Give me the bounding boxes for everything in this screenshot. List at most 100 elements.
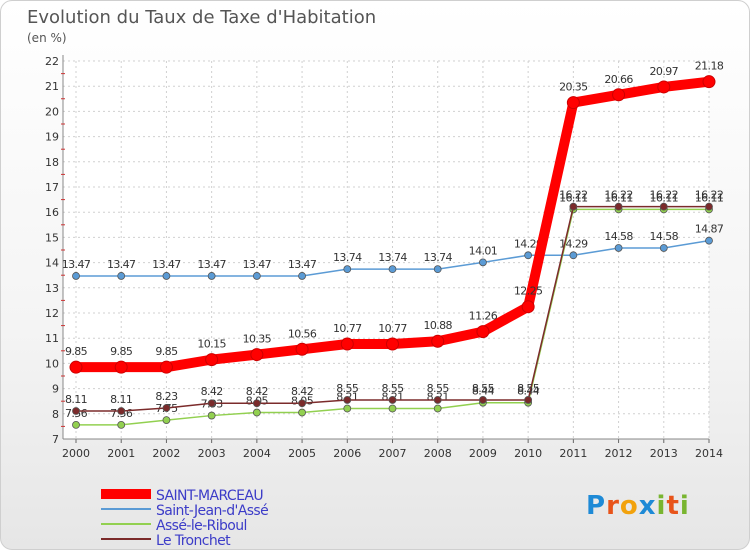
data-label: 13.47: [197, 258, 226, 271]
logo-letter: t: [666, 491, 680, 521]
data-point: [705, 236, 713, 245]
y-tick-label: 13: [45, 282, 59, 295]
data-label: 20.35: [559, 81, 588, 94]
data-label: 9.85: [110, 345, 133, 358]
series-le-tronchet: 8.11 8.11 8.23 8.42 8.42 8.42 8.55 8.55 8.55 8.55…: [65, 189, 724, 415]
legend-label: Le Tronchet: [156, 533, 231, 549]
data-point: [476, 325, 490, 339]
data-label: 20.97: [650, 65, 679, 78]
data-label: 10.77: [378, 322, 407, 335]
data-point: [343, 396, 352, 404]
x-tick-label: 2001: [107, 447, 135, 460]
data-point: [524, 251, 533, 260]
x-tick-label: 2011: [559, 447, 587, 460]
x-tick-label: 2010: [514, 447, 542, 460]
data-point: [207, 411, 216, 420]
data-point: [433, 404, 442, 413]
data-label: 8.42: [201, 385, 223, 398]
data-label: 16.22: [604, 189, 633, 202]
y-tick-label: 18: [45, 156, 59, 169]
data-label: 14.87: [695, 223, 724, 236]
data-point: [207, 272, 216, 280]
data-label: 8.55: [517, 382, 540, 395]
legend-label: Assé-le-Riboul: [156, 518, 247, 534]
x-tick-label: 2009: [469, 447, 497, 460]
data-point: [117, 420, 126, 429]
logo-letter: x: [638, 491, 657, 521]
y-tick-label: 12: [45, 307, 59, 320]
data-label: 16.11: [695, 191, 724, 204]
data-point: [614, 244, 623, 252]
logo-letter: i: [679, 491, 690, 521]
data-point: [207, 399, 216, 408]
data-label: 13.47: [288, 258, 317, 271]
data-label: 8.55: [427, 382, 450, 395]
data-point: [295, 342, 309, 356]
x-tick-label: 2002: [152, 447, 180, 460]
data-label: 16.22: [695, 189, 724, 202]
data-label: 8.42: [291, 385, 313, 398]
data-point: [117, 407, 126, 415]
data-label: 13.74: [333, 251, 362, 264]
data-label: 9.85: [65, 345, 88, 358]
data-label: 13.47: [107, 258, 136, 271]
data-point: [659, 244, 668, 252]
data-label: 8.44: [472, 385, 495, 398]
data-point: [72, 420, 80, 429]
data-label: 13.74: [423, 251, 452, 264]
data-label: 16.11: [559, 191, 588, 204]
y-tick-label: 11: [45, 332, 59, 345]
data-point: [433, 396, 442, 404]
data-point: [159, 360, 173, 374]
data-point: [569, 251, 578, 260]
y-tick-label: 19: [45, 131, 59, 144]
data-label: 16.22: [559, 189, 588, 202]
data-label: 13.74: [378, 251, 407, 264]
data-label: 14.58: [650, 230, 679, 243]
logo-letter: r: [606, 491, 620, 521]
data-point: [569, 202, 578, 211]
legend-label: Saint-Jean-d'Assé: [156, 503, 268, 519]
x-tick-label: 2014: [695, 447, 723, 460]
data-point: [343, 404, 352, 413]
data-label: 20.66: [604, 73, 633, 86]
data-label: 16.11: [604, 191, 633, 204]
data-point: [252, 408, 261, 417]
x-tick-label: 2003: [198, 447, 226, 460]
data-point: [705, 202, 713, 211]
data-point: [386, 337, 399, 351]
data-point: [657, 80, 671, 94]
data-label: 10.88: [423, 319, 452, 332]
data-label: 8.11: [110, 393, 132, 406]
data-point: [343, 265, 352, 274]
x-tick-label: 2005: [288, 447, 316, 460]
data-point: [298, 408, 306, 417]
data-label: 10.77: [333, 322, 362, 335]
data-point: [72, 272, 80, 280]
y-tick-label: 21: [45, 80, 59, 93]
legend-label: SAINT-MARCEAU: [156, 488, 263, 504]
data-point: [117, 272, 126, 280]
data-point: [252, 272, 261, 280]
legend: SAINT-MARCEAUSaint-Jean-d'AsséAssé-le-Ri…: [101, 488, 269, 549]
data-label: 13.47: [152, 258, 181, 271]
data-label: 12.25: [514, 285, 543, 298]
data-label: 14.29: [514, 237, 543, 250]
data-point: [72, 407, 80, 415]
data-label: 14.01: [469, 244, 498, 257]
data-point: [205, 353, 219, 367]
series-saint-marceau: 9.85 9.85 9.85 10.15 10.35 10.56 10.77 10.77 10.…: [65, 60, 724, 374]
y-tick-label: 17: [45, 181, 59, 194]
data-label: 10.15: [197, 338, 226, 351]
y-tick-label: 9: [52, 383, 59, 396]
x-tick-label: 2008: [424, 447, 452, 460]
data-point: [298, 272, 306, 280]
x-tick-label: 2013: [650, 447, 678, 460]
data-label: 10.56: [288, 327, 317, 340]
data-label: 8.23: [155, 390, 178, 403]
data-label: 8.55: [336, 382, 359, 395]
data-point: [388, 265, 397, 274]
data-point: [612, 88, 626, 102]
logo-letter: i: [656, 491, 667, 521]
data-point: [614, 202, 623, 211]
